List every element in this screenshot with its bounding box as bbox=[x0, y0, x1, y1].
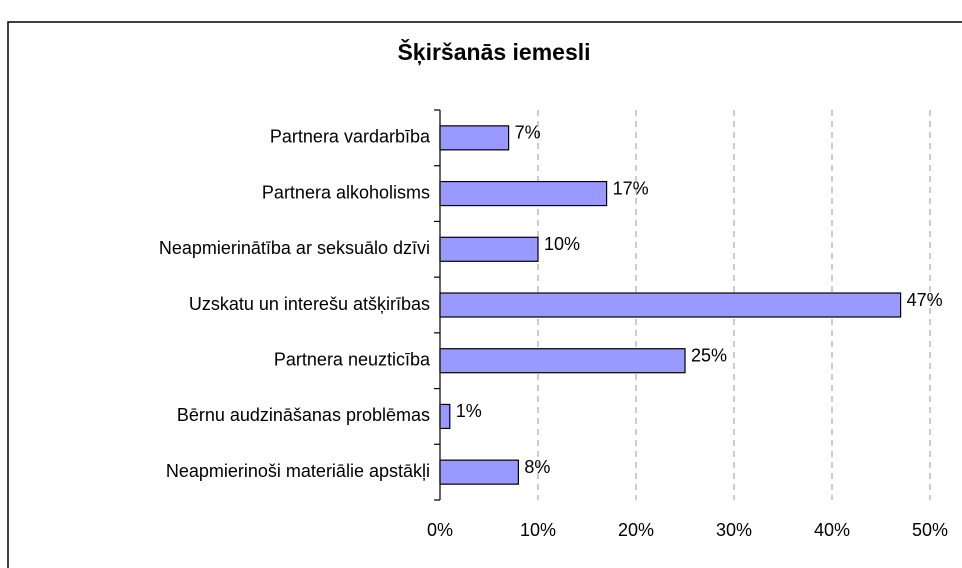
x-tick-label: 0% bbox=[427, 520, 453, 540]
y-tick-label: Neapmierinātība ar seksuālo dzīvi bbox=[159, 238, 430, 258]
data-label: 10% bbox=[544, 234, 580, 254]
data-label: 25% bbox=[691, 345, 727, 365]
y-tick-label: Partnera alkoholisms bbox=[262, 182, 430, 202]
bar bbox=[439, 236, 539, 262]
data-label: 7% bbox=[515, 123, 541, 143]
y-tick-label: Neapmierinoši materiālie apstākļi bbox=[166, 461, 430, 481]
bar bbox=[439, 459, 520, 485]
x-tick-label: 40% bbox=[814, 520, 850, 540]
y-tick-label: Bērnu audzināšanas problēmas bbox=[177, 405, 430, 425]
bar bbox=[439, 403, 451, 430]
bar bbox=[439, 180, 608, 207]
y-tick-label: Partnera neuzticība bbox=[274, 349, 431, 369]
y-tick-label: Partnera vardarbība bbox=[270, 127, 431, 147]
bar bbox=[439, 125, 510, 151]
bar bbox=[439, 292, 902, 318]
x-tick-label: 30% bbox=[716, 520, 752, 540]
x-tick-label: 10% bbox=[520, 520, 556, 540]
x-tick-label: 20% bbox=[618, 520, 654, 540]
chart-title: Šķiršanās iemesli bbox=[397, 38, 590, 65]
bar bbox=[439, 348, 686, 374]
data-label: 47% bbox=[907, 290, 943, 310]
x-tick-label: 50% bbox=[912, 520, 948, 540]
data-label: 8% bbox=[524, 457, 550, 477]
y-tick-label: Uzskatu un interešu atšķirības bbox=[189, 294, 430, 314]
data-label: 17% bbox=[613, 178, 649, 198]
data-label: 1% bbox=[456, 401, 482, 421]
